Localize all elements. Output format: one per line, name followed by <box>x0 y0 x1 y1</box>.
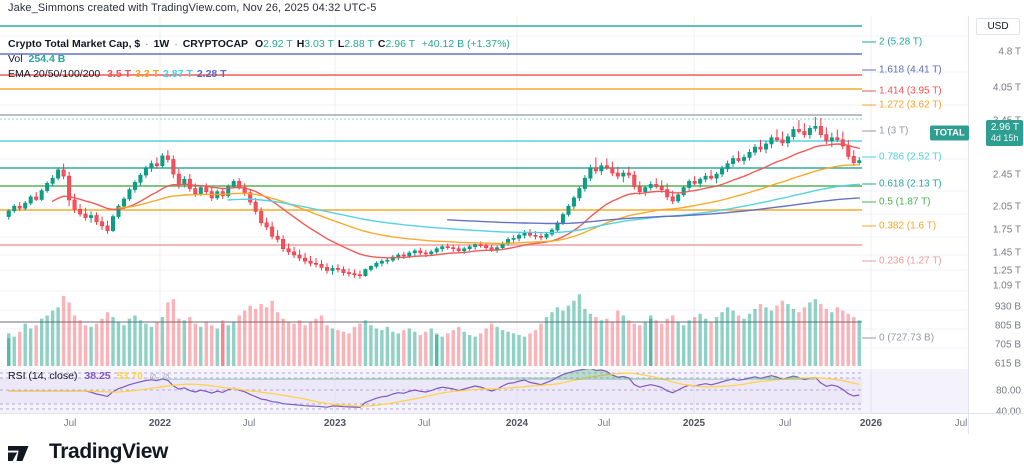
fib-label-1.414: 1.414 (3.95 T) <box>879 85 942 97</box>
price-tick-12: 615 B <box>994 358 1021 370</box>
time-axis[interactable]: Jul 2022 Jul 2023 Jul 2024 Jul 2025 Jul 2026 Jul <box>0 413 1024 434</box>
time-tick-9: 2026 <box>859 418 883 429</box>
time-tick-3: 2023 <box>323 418 347 429</box>
price-tick-1: 4.05 T <box>992 82 1021 94</box>
price-tick-9: 930 B <box>994 301 1021 313</box>
price-pane[interactable] <box>0 16 968 368</box>
fib-dash-0 <box>862 337 876 339</box>
total-series-badge[interactable]: TOTAL <box>930 125 969 141</box>
fib-label-0: 0 (727.73 B) <box>879 332 935 344</box>
time-tick-5: 2024 <box>505 418 529 429</box>
rsi-name[interactable]: RSI (14, close) <box>8 370 78 382</box>
price-tick-10: 805 B <box>994 320 1021 332</box>
time-tick-4: Jul <box>417 418 431 429</box>
rsi-legend: RSI (14, close) 38.25 53.70 ⌀ ⌀ <box>8 370 169 382</box>
footer-logo: TradingView <box>8 440 168 464</box>
brand-name: TradingView <box>49 440 168 463</box>
price-tick-13: 80.00 <box>995 385 1021 397</box>
current-price-value: 2.96 T <box>990 122 1019 133</box>
currency-label: USD <box>976 18 1020 35</box>
fib-dash-0.786 <box>862 156 876 158</box>
fib-dash-0.236 <box>862 260 876 262</box>
time-tick-10: Jul <box>954 418 968 429</box>
price-tick-5: 1.75 T <box>992 224 1021 236</box>
price-tick-6: 1.45 T <box>992 247 1021 259</box>
time-tick-6: Jul <box>597 418 611 429</box>
fib-dash-1 <box>862 130 876 132</box>
current-price-tag[interactable]: 2.96 T 4d 15h <box>985 120 1023 146</box>
price-chart-canvas[interactable] <box>0 16 968 368</box>
time-tick-0: Jul <box>63 418 77 429</box>
price-tick-0: 4.8 T <box>998 46 1021 58</box>
fib-dash-0.382 <box>862 225 876 227</box>
tradingview-logo-icon <box>8 445 29 461</box>
chart-frame: USD 4.8 T4.05 T3.45 T2.45 T2.05 T1.75 T1… <box>0 16 1024 434</box>
fib-dash-0.618 <box>862 183 876 185</box>
price-tick-4: 2.05 T <box>992 201 1021 213</box>
price-tick-14: 40.00 <box>995 406 1021 418</box>
fib-dash-0.5 <box>862 201 876 203</box>
time-tick-1: 2022 <box>148 418 172 429</box>
fib-label-0.618: 0.618 (2.13 T) <box>879 178 942 190</box>
fib-label-1.272: 1.272 (3.62 T) <box>879 99 942 111</box>
fib-label-0.236: 0.236 (1.27 T) <box>879 255 942 267</box>
price-tick-7: 1.25 T <box>992 265 1021 277</box>
fib-label-2: 2 (5.28 T) <box>879 36 923 48</box>
fib-label-0.5: 0.5 (1.87 T) <box>879 196 931 208</box>
rsi-chart-canvas[interactable] <box>0 369 968 413</box>
fib-label-0.786: 0.786 (2.52 T) <box>879 151 942 163</box>
fib-label-1.618: 1.618 (4.41 T) <box>879 64 942 76</box>
fib-label-1: 1 (3 T) <box>879 125 909 137</box>
fib-dash-1.414 <box>862 90 876 92</box>
rsi-ma-value: 53.70 <box>116 370 143 382</box>
time-tick-2: Jul <box>242 418 256 429</box>
fib-dash-1.618 <box>862 69 876 71</box>
price-tick-11: 705 B <box>994 339 1021 351</box>
price-tick-8: 1.09 T <box>992 280 1021 292</box>
bar-countdown: 4d 15h <box>990 133 1019 143</box>
price-axis[interactable]: USD 4.8 T4.05 T3.45 T2.45 T2.05 T1.75 T1… <box>968 16 1024 418</box>
price-tick-3: 2.45 T <box>992 169 1021 181</box>
rsi-ghost-2: ⌀ <box>163 370 170 382</box>
rsi-value: 38.25 <box>84 370 111 382</box>
fib-dash-2 <box>862 41 876 43</box>
axis-divider <box>968 414 969 434</box>
fib-dash-1.272 <box>862 104 876 106</box>
time-tick-7: 2025 <box>682 418 706 429</box>
fib-label-0.382: 0.382 (1.6 T) <box>879 220 937 232</box>
time-tick-8: Jul <box>778 418 792 429</box>
rsi-ghost-1: ⌀ <box>149 370 157 382</box>
rsi-pane[interactable] <box>0 369 968 413</box>
attribution-text: Jake_Simmons created with TradingView.co… <box>8 2 377 14</box>
